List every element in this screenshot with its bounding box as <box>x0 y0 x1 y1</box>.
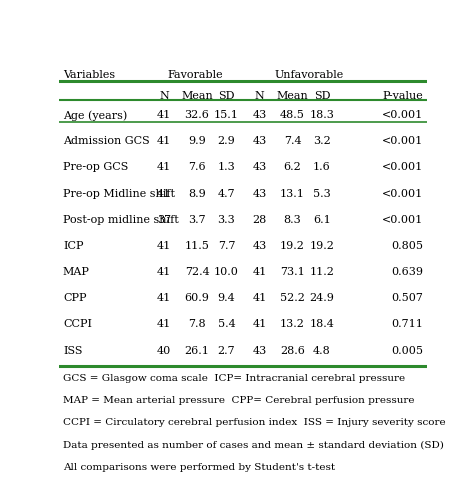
Text: 3.7: 3.7 <box>188 215 206 225</box>
Text: 9.9: 9.9 <box>188 136 206 146</box>
Text: 10.0: 10.0 <box>214 267 239 277</box>
Text: Age (years): Age (years) <box>63 110 127 120</box>
Text: 32.6: 32.6 <box>184 110 210 120</box>
Text: GCS = Glasgow coma scale  ICP= Intracranial cerebral pressure: GCS = Glasgow coma scale ICP= Intracrani… <box>63 374 405 383</box>
Text: Mean: Mean <box>277 91 309 101</box>
Text: 41: 41 <box>157 136 171 146</box>
Text: 5.4: 5.4 <box>218 320 235 330</box>
Text: 41: 41 <box>157 241 171 251</box>
Text: MAP = Mean arterial pressure  CPP= Cerebral perfusion pressure: MAP = Mean arterial pressure CPP= Cerebr… <box>63 396 414 405</box>
Text: Unfavorable: Unfavorable <box>274 70 344 80</box>
Text: Mean: Mean <box>181 91 213 101</box>
Text: 41: 41 <box>157 320 171 330</box>
Text: 28: 28 <box>252 215 266 225</box>
Text: Pre-op GCS: Pre-op GCS <box>63 162 128 172</box>
Text: <0.001: <0.001 <box>382 162 423 172</box>
Text: N: N <box>255 91 264 101</box>
Text: 7.8: 7.8 <box>188 320 206 330</box>
Text: Data presented as number of cases and mean ± standard deviation (SD): Data presented as number of cases and me… <box>63 441 444 450</box>
Text: 8.9: 8.9 <box>188 188 206 198</box>
Text: 24.9: 24.9 <box>310 294 334 304</box>
Text: 41: 41 <box>157 267 171 277</box>
Text: ISS: ISS <box>63 346 82 356</box>
Text: 41: 41 <box>157 110 171 120</box>
Text: 43: 43 <box>252 136 266 146</box>
Text: N: N <box>159 91 169 101</box>
Text: 73.1: 73.1 <box>280 267 305 277</box>
Text: 43: 43 <box>252 110 266 120</box>
Text: 41: 41 <box>157 162 171 172</box>
Text: CCPI = Circulatory cerebral perfusion index  ISS = Injury severity score: CCPI = Circulatory cerebral perfusion in… <box>63 418 446 428</box>
Text: 60.9: 60.9 <box>184 294 210 304</box>
Text: <0.001: <0.001 <box>382 136 423 146</box>
Text: <0.001: <0.001 <box>382 188 423 198</box>
Text: P-value: P-value <box>382 91 423 101</box>
Text: 26.1: 26.1 <box>184 346 210 356</box>
Text: 43: 43 <box>252 346 266 356</box>
Text: 48.5: 48.5 <box>280 110 305 120</box>
Text: 19.2: 19.2 <box>310 241 334 251</box>
Text: Post-op midline shift: Post-op midline shift <box>63 215 179 225</box>
Text: 43: 43 <box>252 241 266 251</box>
Text: 41: 41 <box>157 188 171 198</box>
Text: 0.507: 0.507 <box>391 294 423 304</box>
Text: 4.8: 4.8 <box>313 346 331 356</box>
Text: <0.001: <0.001 <box>382 215 423 225</box>
Text: 72.4: 72.4 <box>185 267 210 277</box>
Text: 5.3: 5.3 <box>313 188 331 198</box>
Text: 9.4: 9.4 <box>218 294 235 304</box>
Text: 1.6: 1.6 <box>313 162 331 172</box>
Text: 11.5: 11.5 <box>184 241 210 251</box>
Text: 3.3: 3.3 <box>218 215 235 225</box>
Text: SD: SD <box>218 91 235 101</box>
Text: 18.3: 18.3 <box>310 110 334 120</box>
Text: 7.7: 7.7 <box>218 241 235 251</box>
Text: 43: 43 <box>252 162 266 172</box>
Text: 6.1: 6.1 <box>313 215 331 225</box>
Text: 3.2: 3.2 <box>313 136 331 146</box>
Text: 13.2: 13.2 <box>280 320 305 330</box>
Text: 40: 40 <box>157 346 171 356</box>
Text: Pre-op Midline shift: Pre-op Midline shift <box>63 188 175 198</box>
Text: 2.9: 2.9 <box>218 136 235 146</box>
Text: CPP: CPP <box>63 294 86 304</box>
Text: 37: 37 <box>157 215 171 225</box>
Text: MAP: MAP <box>63 267 90 277</box>
Text: SD: SD <box>314 91 330 101</box>
Text: 6.2: 6.2 <box>283 162 301 172</box>
Text: ICP: ICP <box>63 241 83 251</box>
Text: Variables: Variables <box>63 70 115 80</box>
Text: 28.6: 28.6 <box>280 346 305 356</box>
Text: 8.3: 8.3 <box>283 215 301 225</box>
Text: 0.711: 0.711 <box>391 320 423 330</box>
Text: 41: 41 <box>252 320 266 330</box>
Text: 7.4: 7.4 <box>284 136 301 146</box>
Text: 2.7: 2.7 <box>218 346 235 356</box>
Text: 0.639: 0.639 <box>391 267 423 277</box>
Text: 41: 41 <box>157 294 171 304</box>
Text: 52.2: 52.2 <box>280 294 305 304</box>
Text: 18.4: 18.4 <box>310 320 334 330</box>
Text: 0.005: 0.005 <box>391 346 423 356</box>
Text: 13.1: 13.1 <box>280 188 305 198</box>
Text: 19.2: 19.2 <box>280 241 305 251</box>
Text: 4.7: 4.7 <box>218 188 235 198</box>
Text: 41: 41 <box>252 294 266 304</box>
Text: 7.6: 7.6 <box>188 162 206 172</box>
Text: CCPI: CCPI <box>63 320 92 330</box>
Text: Admission GCS: Admission GCS <box>63 136 150 146</box>
Text: 11.2: 11.2 <box>310 267 334 277</box>
Text: 0.805: 0.805 <box>391 241 423 251</box>
Text: Favorable: Favorable <box>167 70 223 80</box>
Text: 43: 43 <box>252 188 266 198</box>
Text: 15.1: 15.1 <box>214 110 239 120</box>
Text: 1.3: 1.3 <box>218 162 235 172</box>
Text: <0.001: <0.001 <box>382 110 423 120</box>
Text: All comparisons were performed by Student's t-test: All comparisons were performed by Studen… <box>63 463 335 472</box>
Text: 41: 41 <box>252 267 266 277</box>
